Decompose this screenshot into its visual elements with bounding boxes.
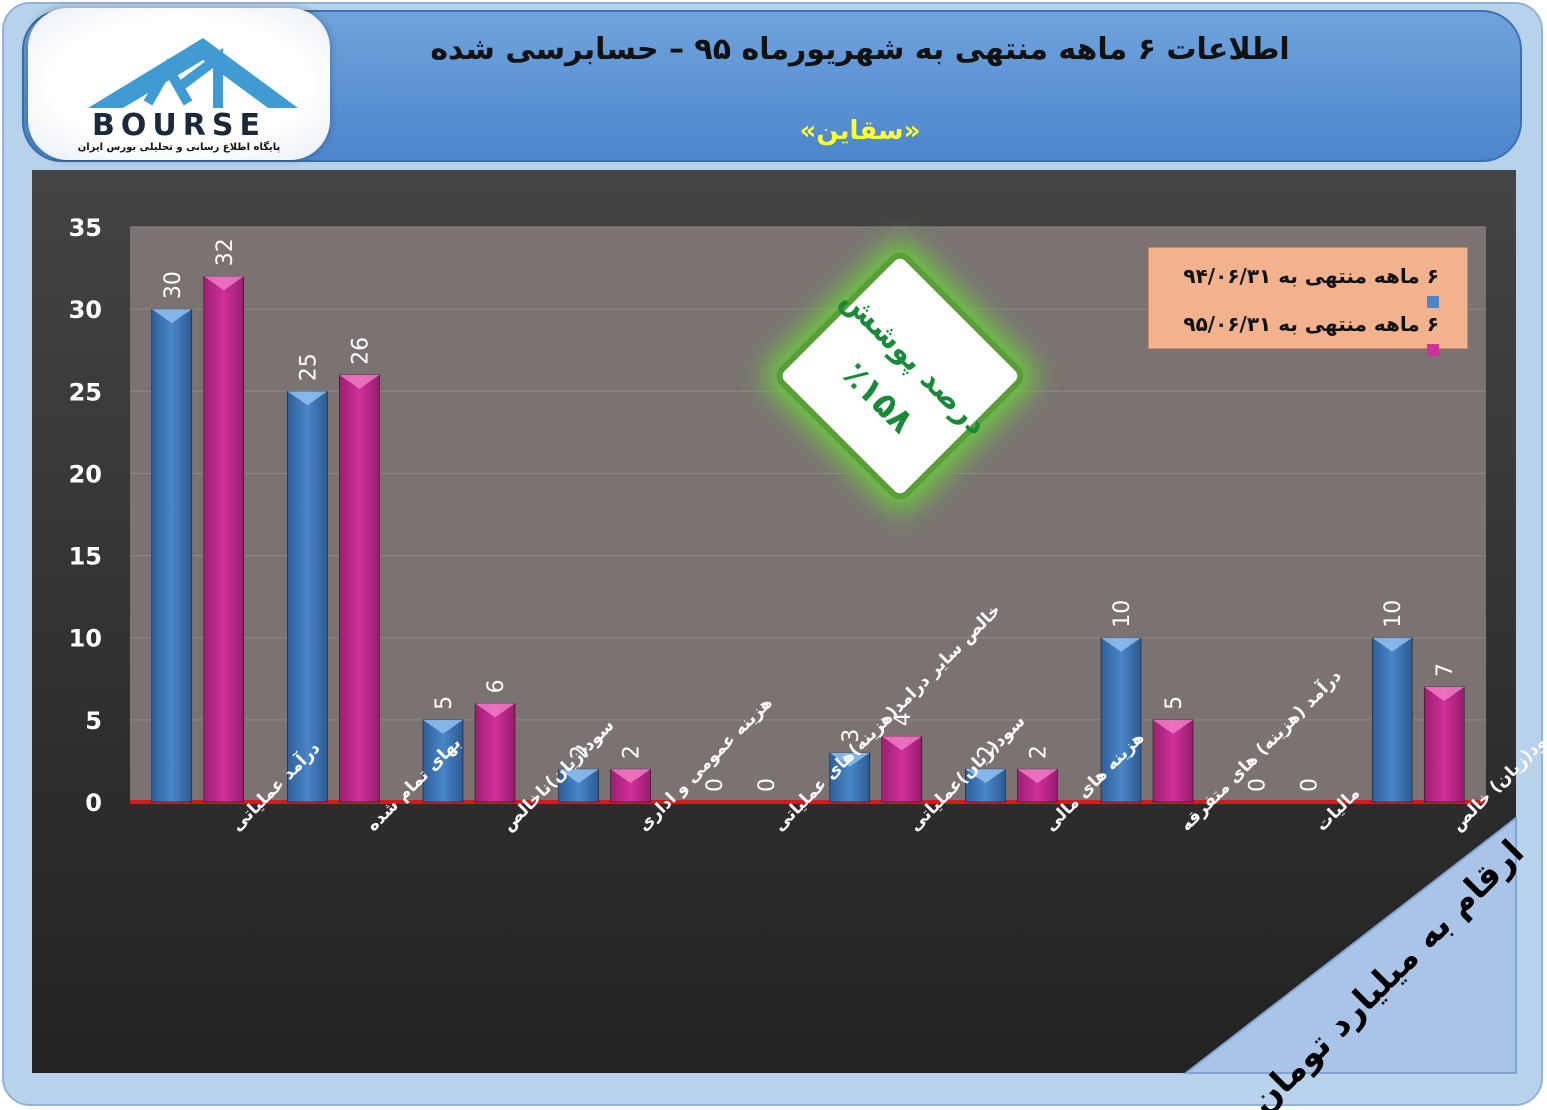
logo-tagline: پایگاه اطلاع رسانی و تحلیلی بورس ایران [77, 142, 281, 153]
bar-cap [1017, 769, 1058, 784]
data-label: 0 [1246, 778, 1271, 792]
y-tick-label: 30 [69, 296, 102, 324]
legend-item-series-2: ۶ ماهه منتهی به ۹۵/۰۶/۳۱ [1159, 312, 1439, 360]
bar-series-1 [151, 308, 193, 803]
data-label: 4 [891, 712, 916, 726]
data-label: 5 [1162, 696, 1187, 710]
data-label: 0 [755, 778, 780, 792]
unit-label-panel [1183, 815, 1517, 1074]
data-label: 26 [348, 337, 373, 365]
legend-item-series-1: ۶ ماهه منتهی به ۹۴/۰۶/۳۱ [1159, 264, 1439, 312]
bar-cap [1372, 637, 1413, 652]
bar-cap [423, 719, 463, 734]
bar-cap [881, 736, 922, 751]
data-label: 0 [1298, 778, 1323, 792]
legend-swatch-series-1 [1427, 295, 1439, 308]
bar-cap [151, 309, 192, 324]
bar-series-1 [1100, 637, 1142, 803]
legend-label-series-1: ۶ ماهه منتهی به ۹۴/۰۶/۳۱ [1183, 264, 1439, 288]
legend: ۶ ماهه منتهی به ۹۴/۰۶/۳۱ ۶ ماهه منتهی به… [1148, 247, 1468, 356]
data-label: 7 [1433, 663, 1458, 677]
company-name: «سقاین» [799, 116, 921, 146]
bar-series-2 [203, 276, 245, 803]
legend-swatch-series-2 [1427, 343, 1439, 356]
data-label: 2 [974, 745, 999, 759]
data-label: 10 [1110, 600, 1135, 628]
data-label: 2 [620, 745, 645, 759]
bar-cap [339, 374, 380, 389]
y-tick-label: 15 [69, 543, 102, 571]
logo-mark-icon [88, 38, 298, 108]
data-label: 25 [296, 353, 321, 381]
y-tick-label: 0 [85, 789, 102, 817]
logo: BOURSE پایگاه اطلاع رسانی و تحلیلی بورس … [28, 8, 330, 160]
data-label: 5 [432, 696, 457, 710]
bar-series-1 [1371, 637, 1413, 803]
y-tick-label: 5 [85, 707, 102, 735]
bar-cap [610, 769, 651, 784]
bar-series-2 [339, 374, 380, 803]
bar-series-2 [1423, 686, 1465, 803]
coverage-badge-card [776, 252, 1024, 500]
data-label: 6 [484, 679, 509, 693]
coverage-badge: درصد پوشش٪۱۵۸ [764, 240, 1036, 512]
data-label: 2 [1026, 745, 1051, 759]
data-label: 30 [161, 271, 186, 299]
data-label: 3 [839, 729, 864, 743]
bar-cap [203, 276, 244, 291]
bar-cap [829, 752, 870, 767]
legend-label-series-2: ۶ ماهه منتهی به ۹۵/۰۶/۳۱ [1183, 312, 1439, 336]
bar-series-2 [474, 703, 516, 803]
bar-cap [1153, 719, 1193, 734]
data-label: 2 [568, 745, 593, 759]
bar-cap [1101, 637, 1141, 652]
y-tick-label: 20 [69, 460, 102, 488]
bar-cap [287, 391, 328, 406]
bar-series-1 [287, 391, 328, 803]
data-label: 0 [703, 778, 728, 792]
bar-cap [965, 769, 1006, 784]
page-title: اطلاعات ۶ ماهه منتهی به شهریورماه ۹۵ – ح… [430, 32, 1290, 67]
data-label: 10 [1381, 600, 1406, 628]
bar-cap [558, 769, 599, 784]
bar-cap [475, 703, 515, 718]
y-tick-label: 35 [69, 214, 102, 242]
y-tick-label: 10 [69, 625, 102, 653]
y-tick-label: 25 [69, 378, 102, 406]
bar-cap [1424, 687, 1465, 701]
logo-word: BOURSE [92, 108, 266, 143]
data-label: 32 [213, 238, 238, 266]
